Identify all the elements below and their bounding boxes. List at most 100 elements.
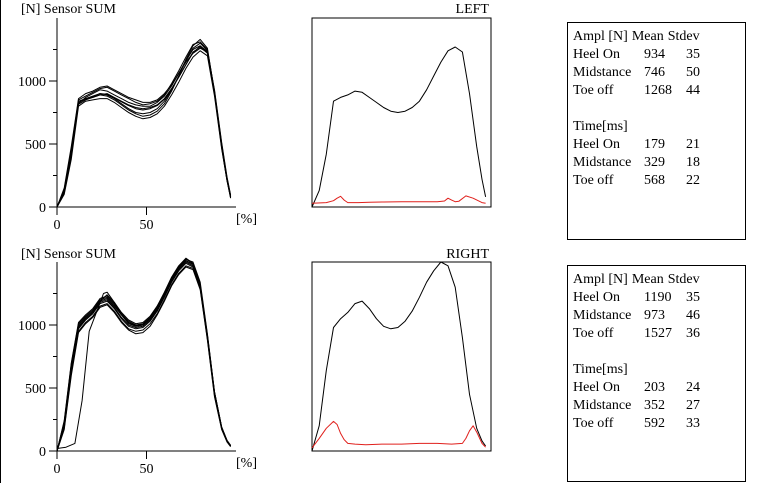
force-series-line	[56, 38, 232, 208]
figure-left-border	[0, 0, 1, 483]
row-label: Midstance	[573, 398, 632, 413]
row-stdev: 27	[686, 398, 700, 413]
row-mean: 592	[644, 416, 665, 431]
row-mean: 934	[644, 47, 665, 62]
row-stdev: 21	[686, 137, 700, 152]
row-label: Heel On	[573, 380, 621, 395]
row-stdev: 33	[686, 416, 700, 431]
stats-row: Midstance 973 46	[573, 307, 745, 325]
row-stdev: 50	[686, 65, 700, 80]
chart-title: LEFT	[456, 2, 490, 17]
stats-row: Heel On 179 21	[573, 136, 745, 154]
stats-table-right: Ampl [N] Mean Stdev Heel On 1190 35 Midsta…	[567, 265, 746, 482]
row-label: Toe off	[573, 416, 614, 431]
force-series-line	[56, 45, 232, 208]
left-mean-chart: LEFT	[311, 2, 492, 208]
row-label: Heel On	[573, 290, 621, 305]
ampl-header-row: Ampl [N] Mean Stdev	[573, 28, 745, 46]
ampl-header-label: Ampl [N]	[573, 272, 628, 287]
force-series-line	[56, 261, 232, 452]
stats-table-left: Ampl [N] Mean Stdev Heel On 934 35 Midstan…	[567, 22, 746, 240]
row-label: Toe off	[573, 326, 614, 341]
force-series-line	[56, 262, 232, 452]
stats-row: Toe off 1527 36	[573, 325, 745, 343]
baseline-series-line	[311, 195, 486, 204]
row-label: Midstance	[573, 65, 632, 80]
row-stdev: 36	[686, 326, 700, 341]
row-stdev: 22	[686, 173, 700, 188]
row-mean: 352	[644, 398, 665, 413]
row-mean: 1190	[644, 290, 672, 305]
row-stdev: 44	[686, 83, 700, 98]
right-multi-chart: [N] Sensor SUM 0 500 1000 0 50 [%]	[18, 247, 257, 477]
row-mean: 568	[644, 173, 665, 188]
force-series-line	[311, 46, 487, 208]
ampl-header-mean: Mean	[631, 29, 664, 44]
ampl-header-stdev: Stdev	[667, 29, 700, 44]
y-tick-label: 500	[25, 382, 46, 397]
force-series-line	[56, 257, 232, 452]
row-mean: 329	[644, 155, 665, 170]
row-label: Midstance	[573, 308, 632, 323]
x-tick-label: 0	[54, 462, 61, 477]
stats-row: Midstance 352 27	[573, 397, 745, 415]
row-label: Toe off	[573, 173, 614, 188]
row-stdev: 24	[686, 380, 700, 395]
row-mean: 1527	[644, 326, 672, 341]
stats-row: Midstance 329 18	[573, 154, 745, 172]
plot-frame	[311, 261, 492, 452]
row-stdev: 18	[686, 155, 700, 170]
y-tick-label: 1000	[18, 319, 46, 334]
stats-row: Midstance 746 50	[573, 64, 745, 82]
ampl-header-label: Ampl [N]	[573, 29, 628, 44]
plot-frame	[311, 17, 492, 208]
force-series-line	[56, 50, 232, 208]
x-tick-label: 50	[140, 218, 154, 233]
ampl-header-mean: Mean	[631, 272, 664, 287]
row-mean: 1268	[644, 83, 672, 98]
stats-row: Toe off 1268 44	[573, 82, 745, 100]
row-mean: 973	[644, 308, 665, 323]
y-tick-label: 1000	[18, 75, 46, 90]
row-mean: 203	[644, 380, 665, 395]
row-label: Heel On	[573, 137, 621, 152]
stats-row: Heel On 934 35	[573, 46, 745, 64]
stats-row: Heel On 1190 35	[573, 289, 745, 307]
force-series-line	[56, 41, 232, 208]
row-stdev: 35	[686, 47, 700, 62]
row-label: Midstance	[573, 155, 632, 170]
time-header-label: Time[ms]	[573, 362, 628, 377]
x-tick-label: 50	[140, 462, 154, 477]
force-series-line	[56, 260, 232, 449]
stats-row: Toe off 592 33	[573, 415, 745, 433]
force-series-line	[56, 42, 232, 208]
x-axis-label: [%]	[236, 456, 257, 471]
row-label: Toe off	[573, 83, 614, 98]
x-axis-label: [%]	[236, 212, 257, 227]
time-header-row: Time[ms]	[573, 118, 745, 136]
baseline-series-line	[311, 420, 486, 449]
ampl-header-row: Ampl [N] Mean Stdev	[573, 271, 745, 289]
force-series-line	[56, 265, 232, 452]
left-multi-chart: [N] Sensor SUM 0 500 1000 0 50 [%]	[18, 2, 257, 233]
row-stdev: 46	[686, 308, 700, 323]
chart-title: [N] Sensor SUM	[21, 247, 116, 262]
force-series-line	[56, 266, 231, 452]
force-series-line	[56, 45, 232, 208]
y-tick-label: 0	[39, 445, 46, 460]
row-stdev: 35	[686, 290, 700, 305]
chart-title: RIGHT	[446, 247, 489, 262]
y-tick-label: 500	[25, 138, 46, 153]
force-series-line	[56, 47, 232, 208]
right-mean-chart: RIGHT	[311, 247, 492, 452]
chart-title: [N] Sensor SUM	[21, 2, 116, 17]
force-series-line	[56, 260, 232, 452]
time-header-label: Time[ms]	[573, 119, 628, 134]
stats-row: Toe off 568 22	[573, 172, 745, 190]
force-series-line	[56, 258, 232, 452]
row-label: Heel On	[573, 47, 621, 62]
x-tick-label: 0	[54, 218, 61, 233]
row-mean: 179	[644, 137, 665, 152]
